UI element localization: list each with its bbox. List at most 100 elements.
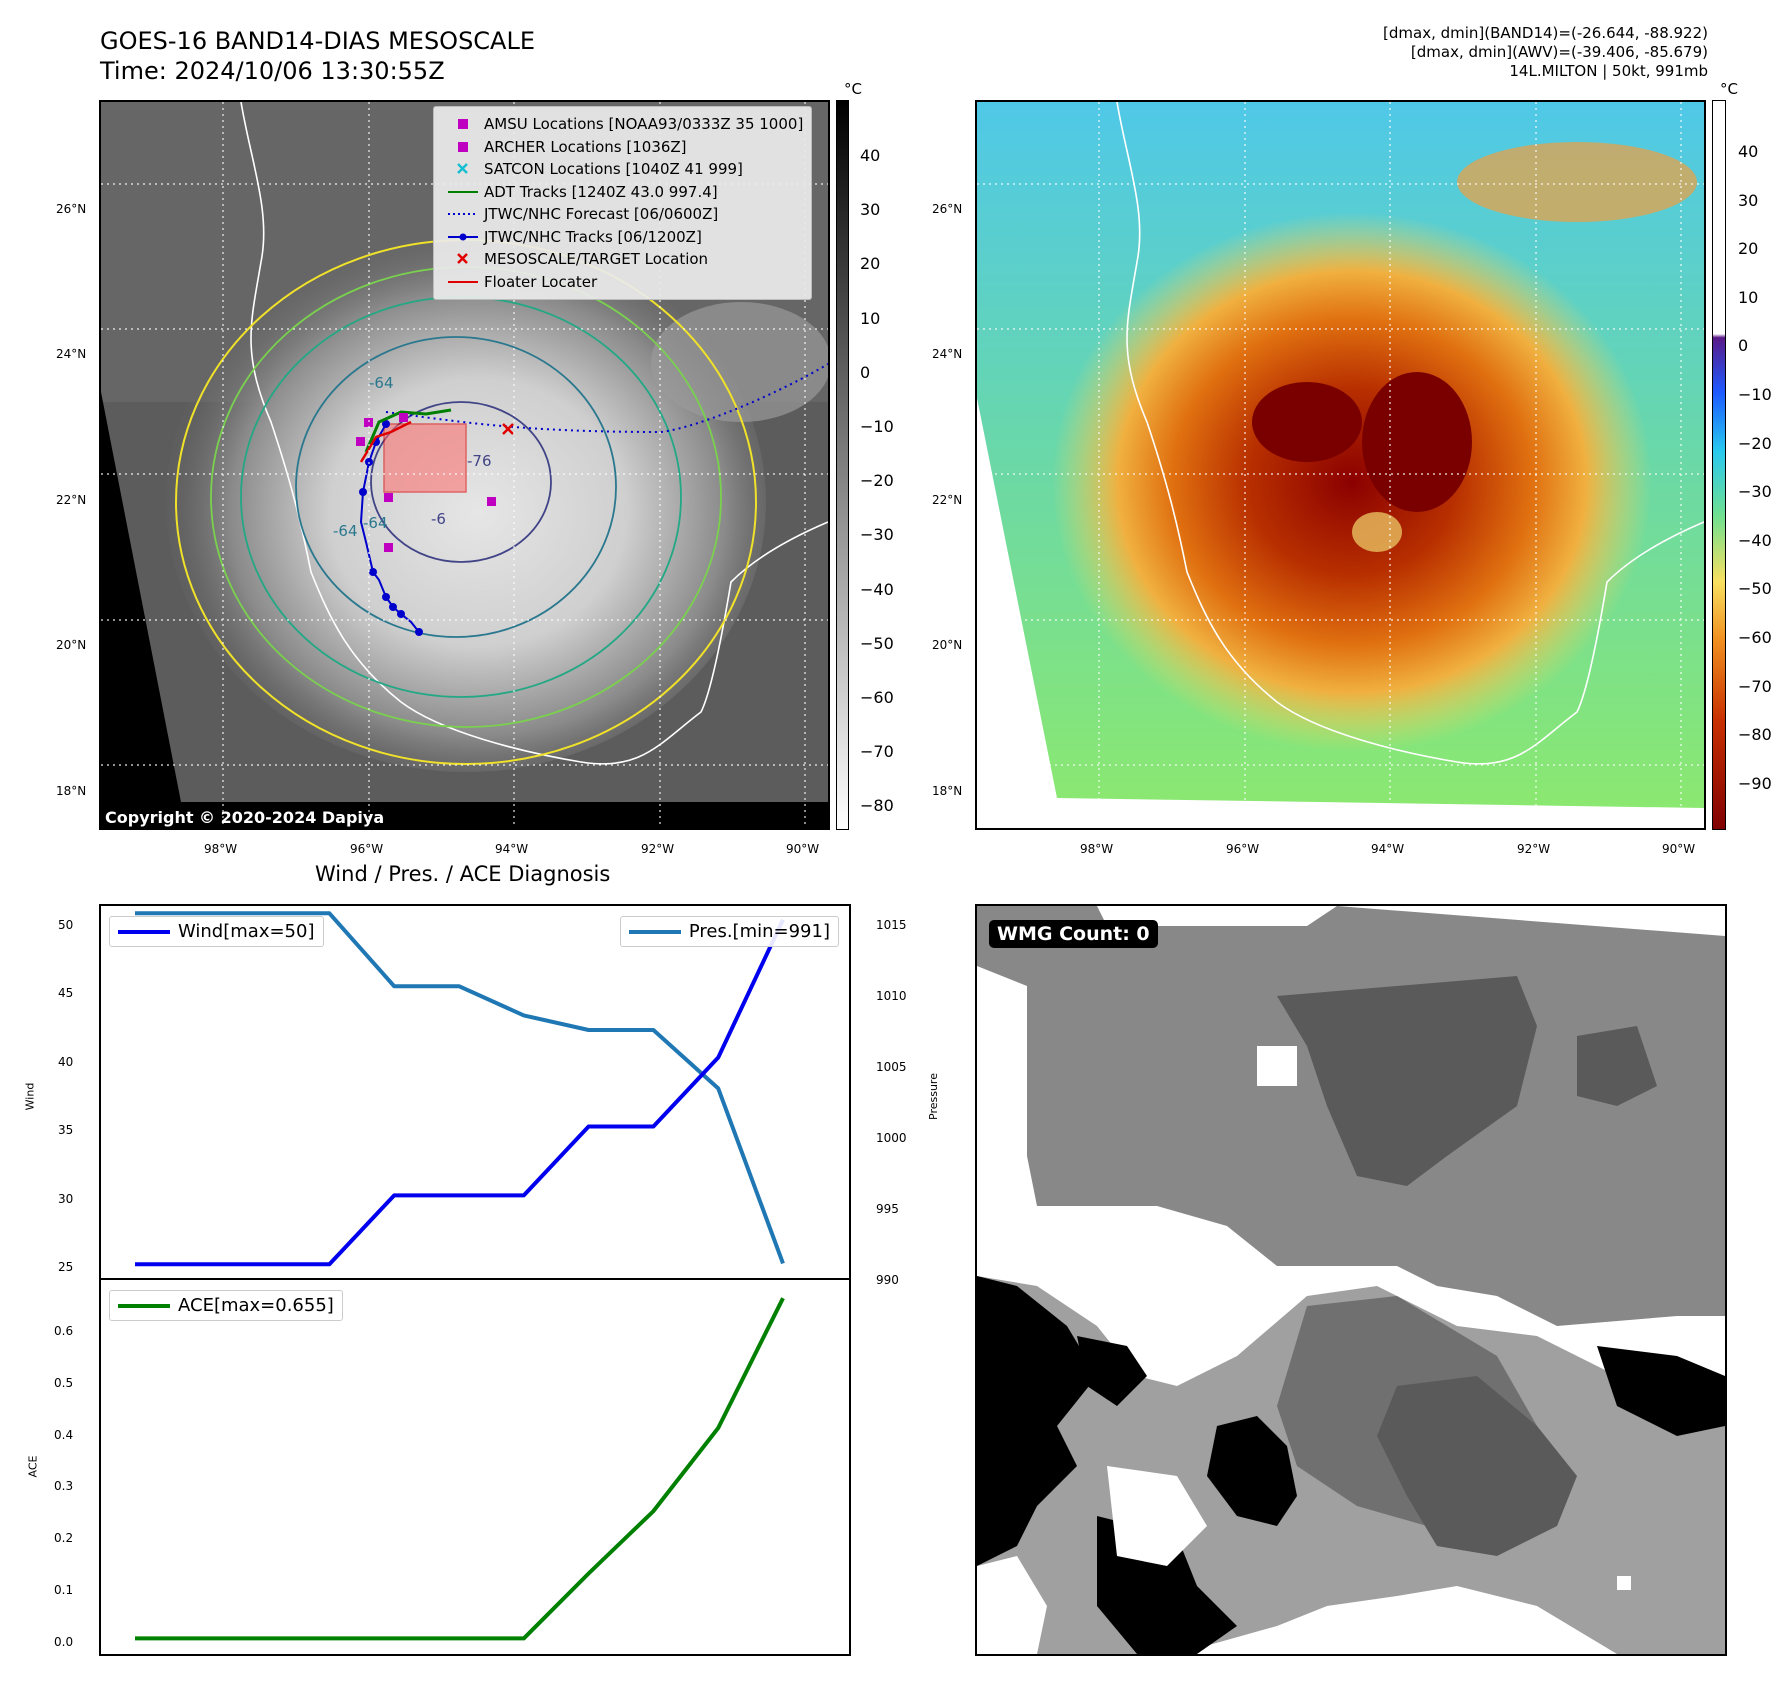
- colorbar-right-tick: −70: [1738, 676, 1772, 696]
- lat-label: 24°N: [56, 347, 87, 361]
- legend-item-label: ARCHER Locations [1036Z]: [484, 137, 687, 156]
- lon-label: 94°W: [495, 842, 529, 856]
- colorbar-right-unit: °C: [1720, 80, 1738, 98]
- figure-title: GOES-16 BAND14-DIAS MESOSCALE Time: 2024…: [100, 26, 535, 86]
- pressure-tick: 1010: [876, 989, 907, 1003]
- legend-item-archer: ARCHER Locations [1036Z]: [442, 136, 803, 159]
- legend-item-label: Floater Locater: [484, 272, 598, 291]
- pressure-tick: 990: [876, 1273, 899, 1287]
- colorbar-right-tick: −60: [1738, 628, 1772, 647]
- colorbar-left-tick: 40: [860, 146, 881, 165]
- legend-item-adt: ADT Tracks [1240Z 43.0 997.4]: [442, 181, 803, 204]
- wind-tick: 45: [58, 986, 74, 1001]
- colorbar-right-tick: −10: [1738, 385, 1772, 404]
- colorbar-left-tick: −70: [860, 742, 894, 762]
- lat-label: 26°N: [932, 202, 963, 216]
- colorbar-left-tick: −10: [860, 417, 894, 436]
- colorbar-left-unit: °C: [844, 80, 862, 98]
- contour-label: -64: [363, 514, 388, 532]
- contour-label: -76: [467, 452, 492, 470]
- pressure-legend: Pres.[min=991]: [619, 916, 839, 947]
- colorbar-right-tick: 40: [1738, 142, 1759, 161]
- lon-label: 96°W: [350, 842, 384, 856]
- copyright-text: Copyright © 2020-2024 Dapiya: [105, 808, 385, 827]
- contour-label: -6: [431, 510, 446, 528]
- awv-map-panel: [975, 100, 1706, 830]
- colorbar-left-tick: 0: [860, 362, 871, 382]
- colorbar-right-tick: −80: [1738, 725, 1772, 745]
- colorbar-right-tick: −40: [1738, 530, 1772, 550]
- lon-label: 92°W: [1517, 842, 1551, 856]
- legend-item-floater: Floater Locater: [442, 271, 803, 294]
- ace-plot: [135, 1297, 785, 1641]
- lon-label: 94°W: [1371, 842, 1405, 856]
- ace-tick: 0.5: [54, 1375, 74, 1390]
- jtwc-track-points: [359, 420, 423, 636]
- lat-label: 22°N: [932, 493, 963, 507]
- colorbar-left-tick: −40: [860, 579, 894, 599]
- colorbar-left-tick: 20: [860, 254, 881, 274]
- contour-label: -64: [333, 522, 358, 540]
- colorbar-left-tick: 10: [860, 308, 881, 328]
- wmg-count-badge: WMG Count: 0: [989, 920, 1158, 948]
- wind-tick: 40: [58, 1054, 74, 1069]
- amsu-markers: [356, 413, 496, 552]
- legend-item-label: AMSU Locations [NOAA93/0333Z 35 1000]: [484, 115, 804, 134]
- colorbar-left-tick: −60: [860, 688, 894, 707]
- pressure-tick: 1015: [876, 918, 907, 932]
- colorbar-right-tick: −90: [1738, 773, 1772, 793]
- ace-tick: 0.4: [54, 1427, 74, 1442]
- colorbar-left-tick: −80: [860, 796, 894, 816]
- colorbar-right-tick: 0: [1738, 336, 1749, 356]
- pressure-tick: 995: [876, 1202, 899, 1216]
- map-legend: AMSU Locations [NOAA93/0333Z 35 1000] AR…: [433, 106, 813, 300]
- colorbar-right-tick: −20: [1738, 433, 1772, 453]
- ace-tick: 0.3: [54, 1479, 74, 1494]
- title-line-1: GOES-16 BAND14-DIAS MESOSCALE: [100, 27, 536, 55]
- pressure-legend-label: Pres.[min=991]: [688, 921, 830, 942]
- legend-item-tracks: JTWC/NHC Tracks [06/1200Z]: [442, 226, 803, 249]
- lon-label: 96°W: [1226, 842, 1260, 856]
- colorbar-left: [836, 100, 849, 830]
- ace-tick: 0.1: [54, 1583, 74, 1597]
- legend-item-label: ADT Tracks [1240Z 43.0 997.4]: [484, 182, 718, 201]
- title-line-2: Time: 2024/10/06 13:30:55Z: [100, 57, 445, 85]
- colorbar-right-tick: 10: [1738, 287, 1759, 307]
- colorbar-left-tick: −50: [860, 633, 894, 653]
- legend-item-target: MESOSCALE/TARGET Location: [442, 248, 803, 271]
- colorbar-right-tick: 30: [1738, 190, 1759, 210]
- awv-gridlines: [977, 102, 1704, 828]
- wind-series-line: [135, 918, 785, 1267]
- legend-item-forecast: JTWC/NHC Forecast [06/0600Z]: [442, 203, 803, 226]
- lon-label: 92°W: [641, 842, 675, 856]
- colorbar-right-tick: 20: [1738, 239, 1759, 259]
- wmg-panel: WMG Count: 0: [975, 904, 1727, 1656]
- ace-axis-label: ACE: [26, 1455, 40, 1478]
- lat-label: 20°N: [56, 638, 87, 652]
- ace-tick: 0.2: [54, 1531, 74, 1546]
- meta-line-2: [dmax, dmin](AWV)=(-39.406, -85.679): [1410, 43, 1708, 61]
- lat-label: 18°N: [932, 784, 963, 798]
- wind-axis-label: Wind: [23, 1082, 37, 1111]
- wmg-image: [977, 906, 1725, 1654]
- colorbar-right-tick: −50: [1738, 579, 1772, 599]
- wind-tick: 35: [58, 1123, 74, 1138]
- legend-item-label: JTWC/NHC Tracks [06/1200Z]: [484, 227, 702, 246]
- wind-pressure-panel: Wind[max=50] Pres.[min=991]: [99, 904, 851, 1280]
- lon-label: 90°W: [1662, 842, 1696, 856]
- storm-metadata: [dmax, dmin](BAND14)=(-26.644, -88.922) …: [1383, 24, 1708, 81]
- colorbar-left-tick: −20: [860, 471, 894, 491]
- legend-item-label: JTWC/NHC Forecast [06/0600Z]: [484, 205, 719, 224]
- wind-tick: 25: [58, 1260, 74, 1274]
- ace-tick: 0.6: [54, 1324, 74, 1338]
- ace-legend: ACE[max=0.655]: [109, 1290, 343, 1321]
- wind-tick: 50: [58, 918, 74, 932]
- target-marker: [502, 423, 514, 435]
- meta-line-1: [dmax, dmin](BAND14)=(-26.644, -88.922): [1383, 24, 1708, 42]
- ace-legend-label: ACE[max=0.655]: [178, 1295, 334, 1316]
- lon-label: 90°W: [786, 842, 820, 856]
- meta-line-3: 14L.MILTON | 50kt, 991mb: [1509, 62, 1708, 80]
- wind-legend-label: Wind[max=50]: [178, 921, 315, 942]
- contour-label: -64: [369, 374, 394, 392]
- lon-label: 98°W: [1080, 842, 1114, 856]
